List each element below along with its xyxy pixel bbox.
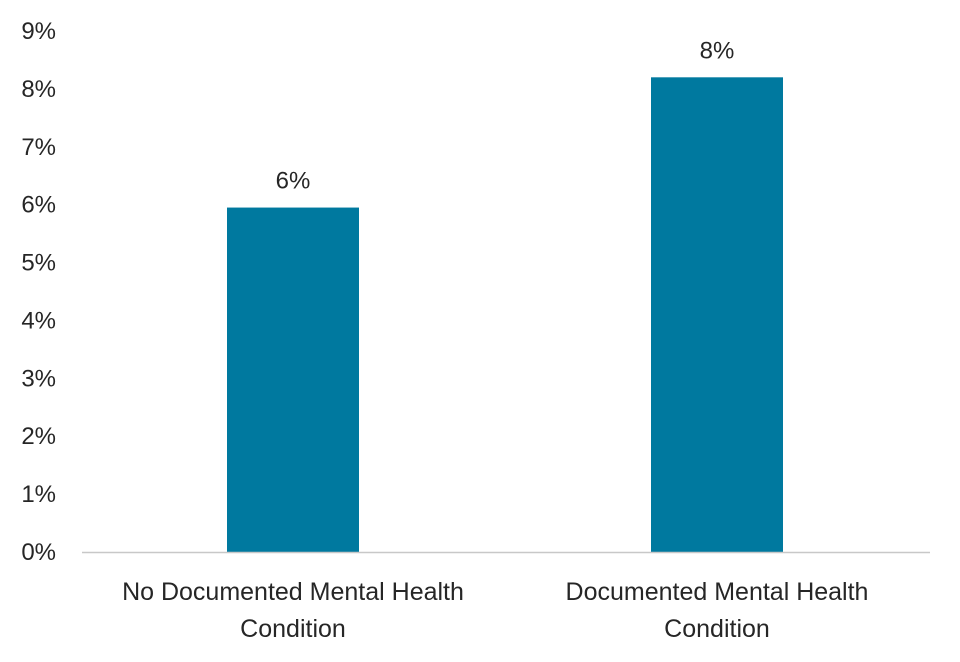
- x-category-label: Documented Mental Health: [566, 578, 869, 606]
- bar: [227, 207, 359, 553]
- y-tick-label: 2%: [21, 423, 56, 450]
- x-category-label: Condition: [664, 615, 770, 643]
- x-category-label: No Documented Mental Health: [122, 578, 464, 606]
- data-labels: 6% 8%: [276, 37, 735, 194]
- y-tick-label: 5%: [21, 250, 56, 277]
- y-tick-label: 9%: [21, 18, 56, 45]
- y-tick-label: 0%: [21, 539, 56, 566]
- category-labels: No Documented Mental Health Condition Docu…: [122, 578, 868, 643]
- y-tick-label: 1%: [21, 481, 56, 508]
- y-tick-label: 7%: [21, 134, 56, 161]
- bars: [227, 77, 783, 553]
- data-label: 6%: [276, 168, 311, 195]
- bar: [651, 77, 783, 553]
- y-tick-label: 3%: [21, 365, 56, 392]
- y-tick-label: 8%: [21, 76, 56, 103]
- y-tick-label: 6%: [21, 192, 56, 219]
- x-category-label: Condition: [240, 615, 346, 643]
- data-label: 8%: [700, 37, 735, 64]
- y-tick-label: 4%: [21, 307, 56, 334]
- y-axis-tick-labels: 0% 1% 2% 3% 4% 5% 6% 7% 8% 9%: [21, 18, 56, 566]
